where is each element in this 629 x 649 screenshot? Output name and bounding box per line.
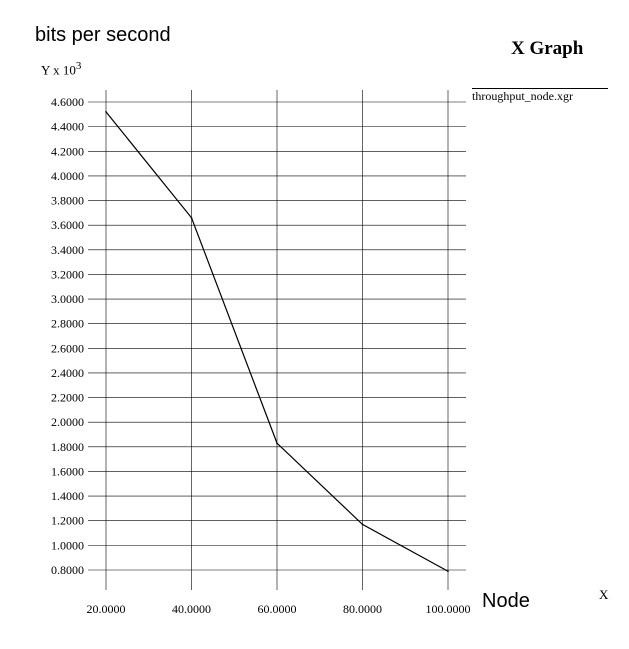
- chart-title: X Graph: [511, 38, 584, 59]
- x-tick-labels: 20.0000 40.0000 60.0000 80.0000 100.0000: [87, 602, 471, 616]
- plot-series: [105, 111, 449, 573]
- data-point: [105, 111, 107, 113]
- y-tick-label: 1.2000: [51, 514, 84, 528]
- grid-lines: [88, 90, 466, 590]
- y-tick-label: 1.6000: [51, 464, 84, 478]
- x-tick-label: 80.0000: [343, 602, 382, 616]
- data-point: [447, 570, 449, 573]
- y-axis-label: bits per second: [35, 24, 171, 46]
- y-tick-label: 1.0000: [51, 538, 84, 552]
- x-tick-label: 60.0000: [258, 602, 297, 616]
- legend-line-sample: [472, 88, 608, 89]
- y-tick-label: 1.4000: [51, 489, 84, 503]
- x-tick-label: 20.0000: [87, 602, 126, 616]
- y-tick-label: 2.6000: [51, 341, 84, 355]
- y-tick-label: 3.0000: [51, 292, 84, 306]
- y-tick-labels: 0.8000 1.0000 1.2000 1.4000 1.6000 1.8000 2.00…: [51, 95, 84, 577]
- y-tick-label: 2.8000: [51, 317, 84, 331]
- y-tick-label: 3.4000: [51, 243, 84, 257]
- y-axis-multiplier: Y x 103: [41, 60, 81, 78]
- y-multiplier-base: Y x 10: [41, 62, 76, 78]
- y-tick-label: 4.2000: [51, 144, 84, 158]
- y-tick-label: 3.8000: [51, 194, 84, 208]
- y-tick-label: 4.4000: [51, 120, 84, 134]
- y-tick-label: 3.2000: [51, 267, 84, 281]
- y-tick-label: 4.6000: [51, 95, 84, 109]
- x-tick-label: 40.0000: [172, 602, 211, 616]
- y-tick-label: 2.2000: [51, 391, 84, 405]
- data-point: [361, 523, 364, 526]
- y-tick-label: 2.0000: [51, 415, 84, 429]
- y-tick-label: 2.4000: [51, 366, 84, 380]
- y-tick-label: 3.6000: [51, 218, 84, 232]
- data-point: [276, 442, 278, 444]
- y-tick-label: 0.8000: [51, 563, 84, 577]
- legend-entry: throughput_node.xgr: [472, 89, 573, 103]
- x-tick-label: 100.0000: [426, 602, 471, 616]
- data-point: [190, 216, 193, 219]
- x-axis-unit: X: [599, 587, 609, 602]
- x-axis-label: Node: [482, 590, 530, 612]
- y-tick-label: 4.0000: [51, 169, 84, 183]
- y-tick-label: 1.8000: [51, 440, 84, 454]
- y-multiplier-exponent: 3: [75, 60, 82, 72]
